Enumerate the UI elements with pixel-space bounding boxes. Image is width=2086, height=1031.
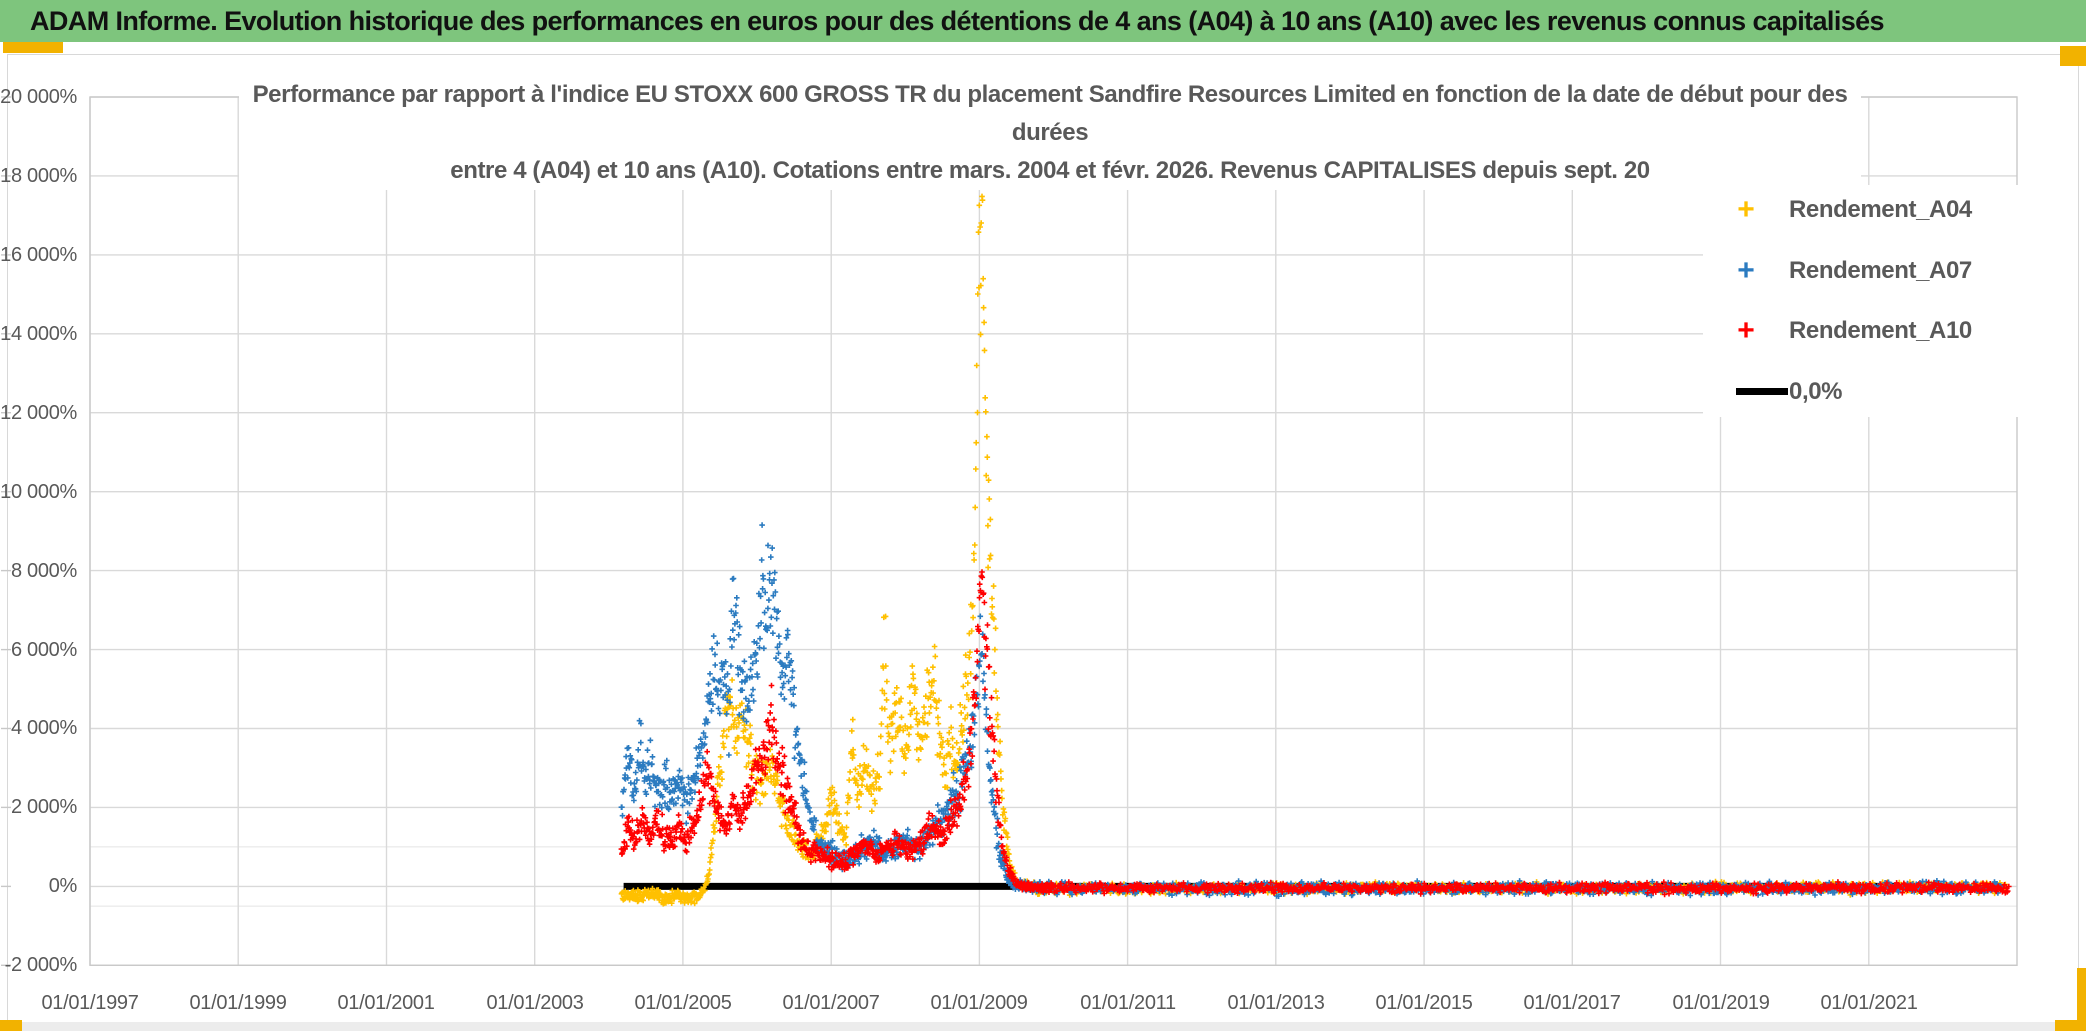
legend-item-rendement-a04[interactable]: + Rendement_A04 (1703, 187, 2048, 233)
y-tick-label: 2 000% (10, 796, 77, 818)
y-tick-label: 20 000% (0, 86, 77, 108)
plus-marker-icon: + (1737, 253, 1755, 287)
legend-label-a07: Rendement_A07 (1789, 256, 1972, 284)
y-tick-label: 18 000% (0, 165, 77, 187)
y-tick-label: 8 000% (10, 560, 77, 582)
legend-label-a04: Rendement_A04 (1789, 196, 1972, 223)
orange-accent-top-right (2060, 46, 2086, 66)
x-tick-label: 01/01/1999 (189, 992, 287, 1014)
x-tick-label: 01/01/2005 (634, 992, 732, 1014)
plus-marker-icon: + (1737, 314, 1755, 348)
y-tick-label: 12 000% (0, 402, 77, 424)
y-tick-label: 4 000% (10, 717, 77, 739)
y-tick-label: 0% (48, 875, 78, 897)
x-tick-label: 01/01/2013 (1227, 992, 1325, 1014)
x-tick-label: 01/01/2015 (1375, 992, 1473, 1014)
x-tick-label: 01/01/2021 (1820, 992, 1918, 1014)
plus-marker-icon: + (1737, 193, 1755, 226)
x-tick-label: 01/01/2011 (1080, 992, 1176, 1014)
x-tick-label: 01/01/2003 (486, 992, 584, 1014)
x-tick-label: 01/01/2009 (930, 992, 1028, 1014)
orange-accent-bottom-right (2055, 1020, 2086, 1031)
orange-accent-top-left (3, 42, 63, 53)
zero-line-swatch (1736, 388, 1788, 396)
app-title-bar: ADAM Informe. Evolution historique des p… (0, 0, 2086, 42)
x-tick-label: 01/01/1997 (41, 992, 139, 1014)
y-tick-label: 14 000% (0, 323, 77, 345)
scatter-series-rendement_a10 (618, 569, 2012, 898)
legend[interactable]: + Rendement_A04 + Rendement_A07 + Rendem… (1703, 185, 2048, 417)
legend-item-zero-line[interactable]: 0,0% (1703, 369, 2048, 415)
orange-accent-right (2077, 968, 2086, 1023)
x-tick-label: 01/01/2019 (1672, 992, 1770, 1014)
y-tick-label: -2 000% (4, 954, 78, 976)
legend-item-rendement-a07[interactable]: + Rendement_A07 (1703, 248, 2048, 294)
y-tick-label: 10 000% (0, 481, 77, 503)
app-title: ADAM Informe. Evolution historique des p… (30, 5, 1885, 36)
legend-item-rendement-a10[interactable]: + Rendement_A10 (1703, 308, 2048, 354)
scatter-series-rendement_a07 (618, 522, 2005, 899)
x-tick-label: 01/01/2007 (782, 992, 880, 1014)
y-tick-label: 16 000% (0, 244, 77, 266)
bottom-strip (0, 1022, 2086, 1031)
orange-accent-bottom-left (0, 1020, 22, 1031)
legend-label-zero: 0,0% (1789, 377, 1843, 405)
x-tick-label: 01/01/2001 (337, 992, 435, 1014)
y-tick-label: 6 000% (10, 639, 77, 661)
x-tick-label: 01/01/2017 (1523, 992, 1621, 1014)
legend-label-a10: Rendement_A10 (1789, 317, 1972, 345)
